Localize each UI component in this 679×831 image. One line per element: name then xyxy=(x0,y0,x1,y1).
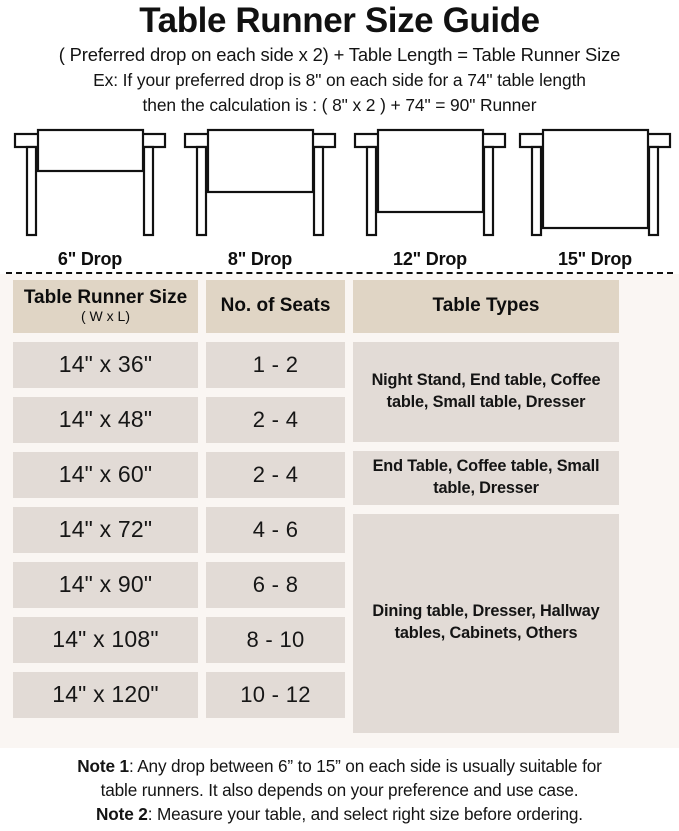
table-diagram-12in: 12" Drop xyxy=(345,126,515,272)
diagram-label-15in: 15" Drop xyxy=(558,248,632,269)
note-1-line-1: Note 1: Any drop between 6” to 15” on ea… xyxy=(4,754,675,778)
table-cell-seats: 6 - 8 xyxy=(206,561,345,608)
table-diagram-8in: 8" Drop xyxy=(175,126,345,272)
size-table-grid: Table Runner Size ( W x L) 14" x 36" 14"… xyxy=(0,279,679,742)
note-1-label: Note 1 xyxy=(77,755,129,776)
table-cell-types: Dining table, Dresser, Hallway tables, C… xyxy=(353,513,619,733)
column-no-of-seats: No. of Seats 1 - 2 2 - 4 2 - 4 4 - 6 6 -… xyxy=(206,279,345,727)
column-header-seats: No. of Seats xyxy=(206,279,345,333)
size-table: Table Runner Size ( W x L) 14" x 36" 14"… xyxy=(0,273,679,748)
table-cell-seats: 2 - 4 xyxy=(206,451,345,498)
section-divider xyxy=(6,271,673,274)
table-diagram-15in: 15" Drop xyxy=(510,126,679,272)
column-table-types: Table Types Night Stand, End table, Coff… xyxy=(353,279,619,742)
example-line-1: Ex: If your preferred drop is 8" on each… xyxy=(93,70,586,91)
page-title: Table Runner Size Guide xyxy=(139,1,540,40)
table-cell-size: 14" x 60" xyxy=(13,451,198,498)
example-line-2: then the calculation is : ( 8" x 2 ) + 7… xyxy=(142,94,537,115)
note-2-text: : Measure your table, and select right s… xyxy=(147,804,583,825)
table-cell-seats: 8 - 10 xyxy=(206,616,345,663)
drop-diagrams: 6" Drop 8" Drop 12" Drop 15" Drop xyxy=(0,125,679,272)
table-cell-seats: 1 - 2 xyxy=(206,341,345,388)
table-cell-size: 14" x 108" xyxy=(13,616,198,663)
table-runner-illustration-icon xyxy=(353,128,507,236)
note-2-label: Note 2 xyxy=(96,804,148,825)
column-header-types-label: Table Types xyxy=(432,295,540,317)
table-cell-seats: 10 - 12 xyxy=(206,671,345,718)
table-runner-illustration-icon xyxy=(518,128,672,236)
column-header-seats-label: No. of Seats xyxy=(220,295,331,317)
table-cell-types: End Table, Coffee table, Small table, Dr… xyxy=(353,450,619,505)
table-diagram-6in: 6" Drop xyxy=(5,126,175,272)
column-header-types: Table Types xyxy=(353,279,619,333)
header: Table Runner Size Guide ( Preferred drop… xyxy=(0,0,679,122)
note-1-text-1: : Any drop between 6” to 15” on each sid… xyxy=(128,755,602,776)
table-cell-size: 14" x 120" xyxy=(13,671,198,718)
notes-section: Note 1: Any drop between 6” to 15” on ea… xyxy=(0,747,679,831)
column-header-size-label: Table Runner Size xyxy=(23,287,188,309)
table-cell-seats: 4 - 6 xyxy=(206,506,345,553)
note-2-line: Note 2: Measure your table, and select r… xyxy=(4,802,675,826)
column-table-runner-size: Table Runner Size ( W x L) 14" x 36" 14"… xyxy=(13,279,198,727)
column-header-size: Table Runner Size ( W x L) xyxy=(13,279,198,333)
table-runner-illustration-icon xyxy=(13,128,167,236)
table-runner-illustration-icon xyxy=(183,128,337,236)
table-cell-seats: 2 - 4 xyxy=(206,396,345,443)
table-cell-size: 14" x 90" xyxy=(13,561,198,608)
table-cell-size: 14" x 72" xyxy=(13,506,198,553)
table-cell-size: 14" x 48" xyxy=(13,396,198,443)
diagram-label-12in: 12" Drop xyxy=(393,248,467,269)
table-cell-types: Night Stand, End table, Coffee table, Sm… xyxy=(353,341,619,442)
table-cell-size: 14" x 36" xyxy=(13,341,198,388)
diagram-label-6in: 6" Drop xyxy=(57,248,123,269)
column-header-size-sublabel: ( W x L) xyxy=(81,308,130,325)
note-1-line-2: table runners. It also depends on your p… xyxy=(100,780,579,801)
formula-line: ( Preferred drop on each side x 2) + Tab… xyxy=(58,44,621,66)
diagram-label-8in: 8" Drop xyxy=(227,248,293,269)
